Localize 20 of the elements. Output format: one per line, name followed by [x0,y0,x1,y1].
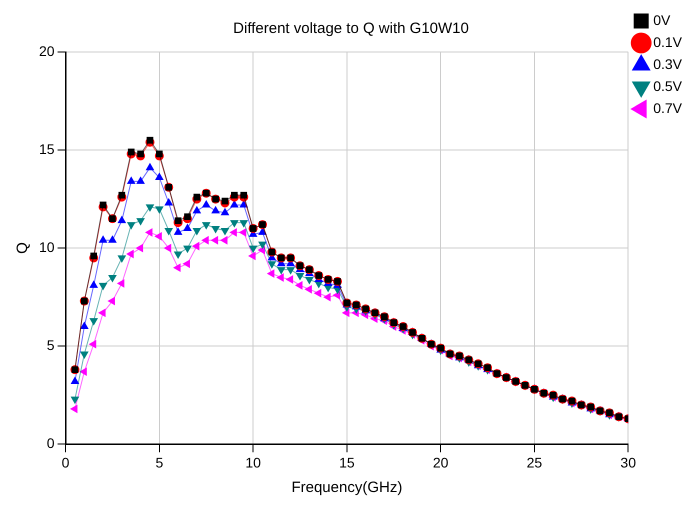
x-tick-label: 30 [620,454,636,470]
legend-label: 0.7V [653,100,683,116]
y-tick-label: 10 [38,238,55,255]
x-tick-label: 0 [62,454,70,470]
legend-label: 0V [653,12,671,28]
y-tick-label: 0 [46,435,55,452]
y-tick-label: 5 [46,337,55,354]
y-axis-title: Q [14,242,32,254]
x-axis-title: Frequency(GHz) [291,479,402,496]
legend-label: 0.3V [653,56,683,72]
y-tick-label: 15 [38,140,55,157]
x-tick-label: 10 [245,454,262,470]
x-tick-label: 25 [526,454,542,470]
legend-label: 0.5V [653,78,683,94]
x-tick-label: 15 [339,454,355,470]
y-tick-label: 20 [38,42,55,59]
chart-title: Different voltage to Q with G10W10 [233,20,469,38]
x-tick-label: 20 [432,454,449,470]
legend-label: 0.1V [653,34,683,50]
x-tick-label: 5 [155,454,164,470]
